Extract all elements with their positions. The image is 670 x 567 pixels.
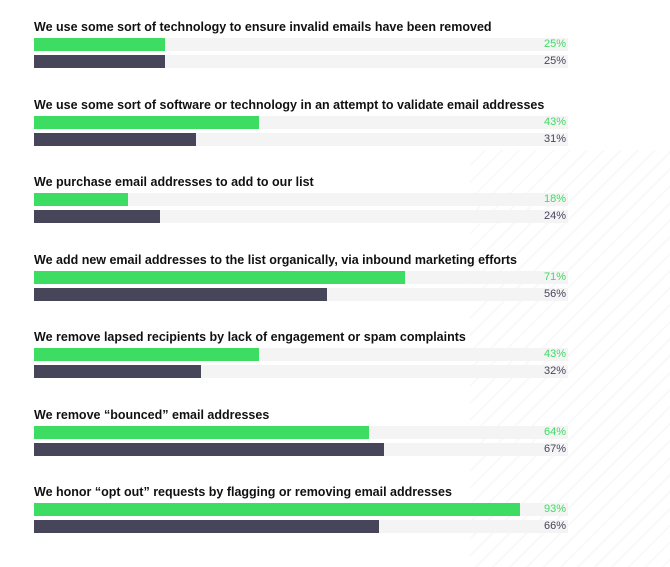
category-label: We add new email addresses to the list o… (34, 252, 517, 267)
category-label: We use some sort of software or technolo… (34, 97, 545, 112)
bar-track (34, 270, 568, 284)
bar (34, 425, 369, 439)
category-label: We remove lapsed recipients by lack of e… (34, 330, 466, 344)
data-label: 66% (543, 520, 566, 532)
data-label: 93% (543, 503, 566, 515)
bar-track (34, 520, 568, 533)
bar (34, 442, 385, 456)
data-label: 43% (543, 348, 566, 360)
data-label: 31% (543, 132, 566, 145)
bar-track (34, 348, 568, 361)
bar-track (34, 115, 568, 129)
data-label: 18% (543, 193, 566, 205)
bar (34, 193, 129, 206)
category-label: We purchase email addresses to add to ou… (34, 175, 314, 189)
category-label: We remove “bounced” email addresses (34, 407, 270, 422)
data-label: 25% (543, 38, 566, 50)
bar (34, 132, 197, 146)
bar-track (34, 365, 568, 378)
data-label: 67% (543, 442, 566, 455)
bar (34, 270, 406, 284)
category-label: We use some sort of technology to ensure… (34, 20, 492, 34)
bar-track (34, 210, 568, 223)
bar-track (34, 442, 568, 456)
bar (34, 365, 202, 378)
bar-track (34, 503, 568, 516)
data-label: 56% (543, 287, 566, 300)
data-label: 43% (543, 115, 566, 128)
bar (34, 287, 327, 301)
data-label: 64% (543, 425, 566, 438)
bar-track (34, 287, 568, 301)
bar (34, 210, 160, 223)
data-label: 32% (543, 365, 566, 377)
bar (34, 503, 521, 516)
data-label: 24% (543, 210, 566, 222)
category-label: We honor “opt out” requests by flagging … (34, 485, 452, 499)
bar-track (34, 38, 568, 51)
bar-track (34, 55, 568, 68)
bar-track (34, 132, 568, 146)
bar-track (34, 425, 568, 439)
data-label: 71% (543, 270, 566, 283)
data-label: 25% (543, 55, 566, 67)
bar (34, 520, 380, 533)
bar (34, 55, 165, 68)
bar (34, 115, 259, 129)
bar (34, 348, 259, 361)
bar-track (34, 193, 568, 206)
bar (34, 38, 165, 51)
